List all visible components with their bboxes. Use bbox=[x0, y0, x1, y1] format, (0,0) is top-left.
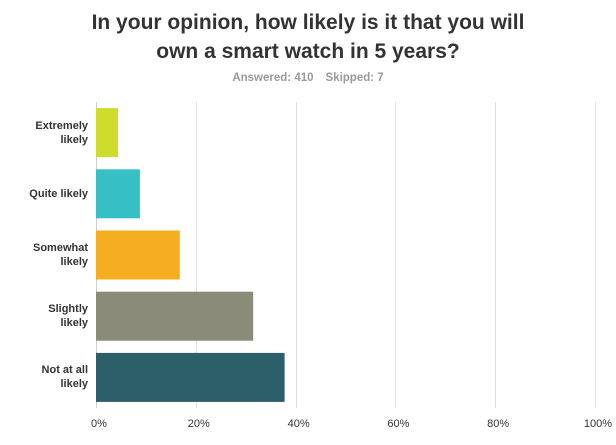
bar-2[interactable] bbox=[96, 230, 180, 280]
answered-count: Answered: 410 bbox=[232, 72, 314, 84]
category-label-3-line-1: likely bbox=[60, 317, 88, 330]
x-tick-label-40: 40% bbox=[287, 418, 310, 430]
category-label-4-line-0: Not at all bbox=[41, 364, 88, 377]
category-label-2: Somewhat likely bbox=[0, 241, 88, 269]
category-label-2-line-1: likely bbox=[60, 256, 88, 268]
x-tick-label-80: 80% bbox=[487, 418, 510, 430]
category-label-3: Slightly likely bbox=[0, 302, 88, 330]
category-label-0: Extremely likely bbox=[0, 119, 88, 147]
category-label-0-line-0: Extremely bbox=[35, 119, 88, 132]
category-label-3-line-0: Slightly bbox=[48, 303, 88, 316]
x-tick-label-60: 60% bbox=[387, 418, 410, 430]
category-label-1-line-0: Quite likely bbox=[29, 187, 88, 200]
chart-title: In your opinion, how likely is it that y… bbox=[0, 8, 616, 66]
bar-3[interactable] bbox=[96, 291, 254, 341]
category-label-2-line-0: Somewhat bbox=[32, 242, 88, 254]
category-label-0-line-1: likely bbox=[60, 133, 88, 146]
x-tick-label-20: 20% bbox=[187, 418, 210, 430]
bar-1[interactable] bbox=[96, 169, 140, 219]
category-label-4-line-1: likely bbox=[60, 378, 88, 391]
chart-title-line-2: own a smart watch in 5 years? bbox=[156, 40, 460, 63]
category-label-4: Not at all likely bbox=[0, 363, 88, 391]
bar-4[interactable] bbox=[96, 352, 285, 402]
bar-0[interactable] bbox=[96, 108, 118, 158]
x-tick-label-0: 0% bbox=[91, 418, 107, 430]
chart-title-line-1: In your opinion, how likely is it that y… bbox=[91, 11, 525, 34]
response-stats: Answered: 410 Skipped: 7 bbox=[0, 72, 616, 84]
category-label-1: Quite likely bbox=[0, 187, 88, 201]
skipped-count: Skipped: 7 bbox=[325, 72, 384, 84]
x-tick-label-100: 100% bbox=[583, 418, 613, 430]
